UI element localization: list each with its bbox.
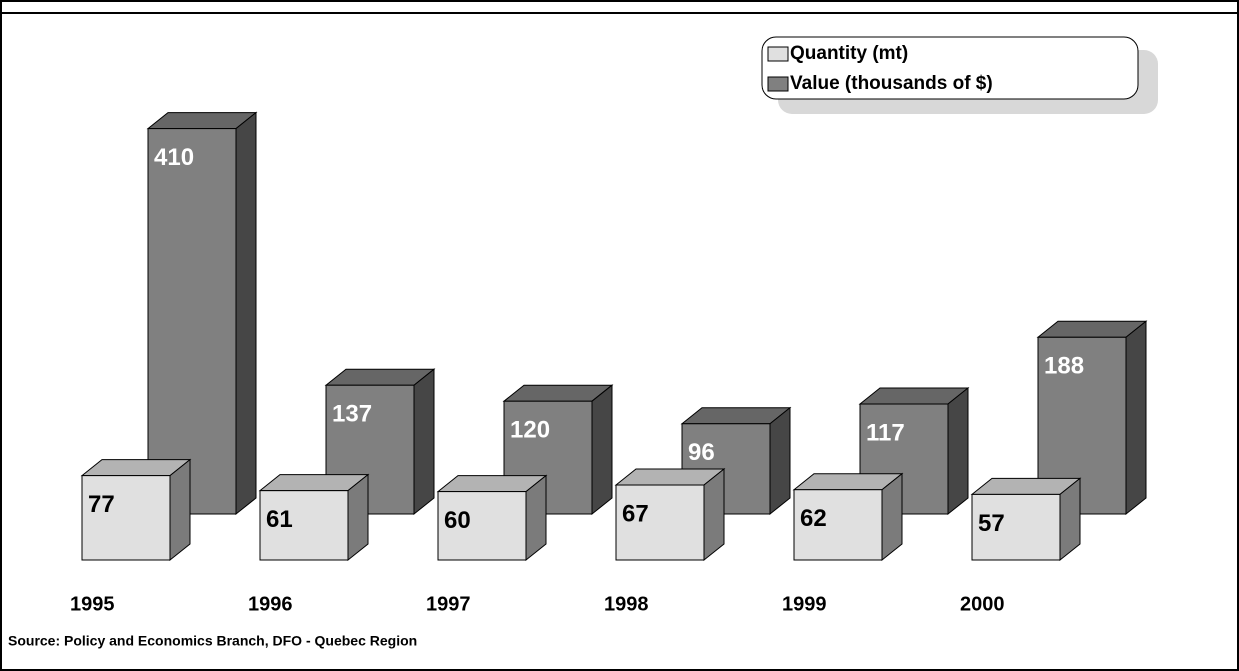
bar-side — [769, 406, 791, 516]
value-label: 77 — [88, 491, 115, 518]
bar-side — [169, 458, 191, 562]
bar — [436, 474, 548, 562]
x-tick-label: 1995 — [70, 593, 115, 615]
bar — [258, 473, 370, 562]
bar-face — [147, 128, 237, 515]
x-tick-label: 1999 — [782, 593, 827, 615]
x-tick-label: 1996 — [248, 593, 293, 615]
bar-face — [793, 489, 883, 561]
bar-side — [1125, 320, 1147, 516]
value-label: 61 — [266, 506, 293, 533]
legend-swatch — [767, 76, 789, 92]
bar — [792, 472, 904, 562]
value-label: 410 — [154, 144, 194, 171]
value-label: 57 — [978, 510, 1005, 537]
value-label: 62 — [800, 505, 827, 532]
value-label: 188 — [1044, 353, 1084, 380]
source-note: Source: Policy and Economics Branch, DFO… — [8, 633, 417, 649]
bar — [80, 458, 192, 562]
x-tick-label: 1997 — [426, 593, 471, 615]
bar — [614, 467, 726, 562]
bar — [146, 111, 258, 516]
legend-swatch — [767, 46, 789, 62]
bar-face — [259, 490, 349, 561]
value-label: 60 — [444, 507, 471, 534]
bar-side — [947, 386, 969, 516]
bar-face — [615, 484, 705, 561]
bar-side — [703, 467, 725, 562]
bar — [970, 477, 1082, 562]
x-tick-label: 1998 — [604, 593, 649, 615]
legend-label: Quantity (mt) — [790, 43, 908, 64]
x-tick-label: 2000 — [960, 593, 1005, 615]
bar-face — [81, 475, 171, 561]
value-label: 137 — [332, 401, 372, 428]
bar-face — [971, 493, 1061, 561]
value-label: 96 — [688, 439, 715, 466]
legend-label: Value (thousands of $) — [790, 73, 993, 94]
bar-side — [413, 368, 435, 516]
bar-side — [591, 384, 613, 516]
legend — [761, 36, 1139, 100]
bar-side — [235, 111, 257, 516]
value-label: 120 — [510, 417, 550, 444]
value-label: 67 — [622, 500, 649, 527]
value-label: 117 — [866, 419, 905, 446]
bar-face — [437, 491, 527, 561]
